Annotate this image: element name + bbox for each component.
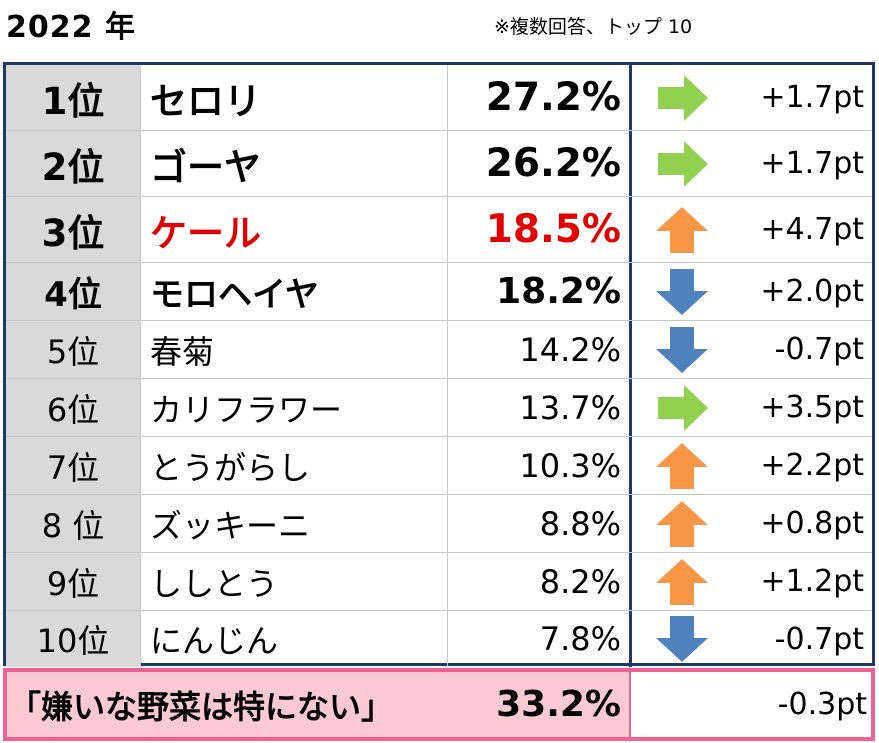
- trend-cell: [632, 321, 732, 378]
- column-divider: [629, 495, 632, 552]
- rank-cell: 5位: [6, 321, 141, 378]
- column-divider: [629, 65, 632, 130]
- rank-cell: 1位: [6, 65, 141, 130]
- down-arrow-icon: [656, 326, 708, 373]
- table-row: 7位 とうがらし 10.3% +2.2pt: [6, 437, 872, 495]
- rank-cell: 10位: [6, 611, 141, 667]
- vegetable-name: ケール: [142, 197, 448, 262]
- table-row: 6位 カリフラワー 13.7% +3.5pt: [6, 379, 872, 437]
- summary-value: 33.2%: [496, 684, 621, 725]
- chart-note: ※複数回答、トップ 10: [494, 16, 693, 38]
- right-arrow-icon: [658, 384, 708, 431]
- vegetable-name: 春菊: [142, 321, 448, 378]
- vegetable-name: カリフラワー: [142, 379, 448, 436]
- trend-cell: [632, 495, 732, 552]
- column-divider: [629, 131, 632, 196]
- column-divider: [629, 611, 632, 667]
- percent-value: 26.2%: [485, 141, 621, 186]
- rank-cell: 9位: [6, 553, 141, 610]
- summary-row: 「嫌いな野菜は特にない」 33.2% -0.3pt: [3, 668, 875, 741]
- change-value: +1.7pt: [760, 146, 864, 181]
- change-value: +2.2pt: [760, 448, 864, 483]
- vegetable-name: とうがらし: [142, 437, 448, 494]
- up-arrow-icon: [656, 442, 708, 489]
- vegetable-name: モロヘイヤ: [142, 263, 448, 320]
- chart-title: 2022 年: [6, 10, 136, 45]
- vegetable-name: にんじん: [142, 611, 448, 667]
- down-arrow-icon: [656, 616, 708, 662]
- vegetable-name: ゴーヤ: [142, 131, 448, 196]
- percent-value: 7.8%: [539, 620, 621, 658]
- percent-value: 13.7%: [519, 388, 621, 427]
- change-value: -0.7pt: [774, 621, 864, 657]
- change-value: -0.7pt: [774, 332, 864, 367]
- percent-value: 18.5%: [485, 207, 621, 252]
- trend-cell: [632, 197, 732, 262]
- column-divider: [629, 379, 632, 436]
- table-row: 5位 春菊 14.2% -0.7pt: [6, 321, 872, 379]
- ranking-table: 1位 セロリ 27.2% +1.7pt 2位 ゴーヤ 26.2% +1.7pt 3位 ケール 18.…: [3, 62, 875, 667]
- percent-value: 8.2%: [539, 562, 621, 601]
- column-divider: [629, 553, 632, 610]
- down-arrow-icon: [656, 268, 708, 315]
- rank-cell: 6位: [6, 379, 141, 436]
- right-arrow-icon: [658, 74, 708, 121]
- percent-value: 18.2%: [496, 271, 621, 312]
- up-arrow-icon: [656, 206, 708, 253]
- column-divider: [629, 263, 632, 320]
- rank-cell: 4位: [6, 263, 141, 320]
- change-value: +3.5pt: [760, 390, 864, 425]
- percent-value: 27.2%: [485, 75, 621, 120]
- trend-cell: [632, 437, 732, 494]
- trend-cell: [632, 263, 732, 320]
- rank-cell: 3位: [6, 197, 141, 262]
- vegetable-name: ズッキーニ: [142, 495, 448, 552]
- trend-cell: [632, 611, 732, 667]
- rank-cell: 7位: [6, 437, 141, 494]
- vegetable-name: ししとう: [142, 553, 448, 610]
- up-arrow-icon: [656, 500, 708, 547]
- table-row: 10位 にんじん 7.8% -0.7pt: [6, 611, 872, 667]
- vegetable-name: セロリ: [142, 65, 448, 130]
- summary-label-cell: 「嫌いな野菜は特にない」 33.2%: [7, 672, 629, 737]
- table-row: 4位 モロヘイヤ 18.2% +2.0pt: [6, 263, 872, 321]
- change-value: +1.2pt: [760, 564, 864, 599]
- column-divider: [629, 197, 632, 262]
- percent-value: 8.8%: [539, 504, 621, 543]
- change-value: +2.0pt: [760, 274, 864, 309]
- column-divider: [629, 437, 632, 494]
- summary-change: -0.3pt: [777, 687, 867, 722]
- trend-cell: [632, 65, 732, 130]
- change-value: +0.8pt: [760, 506, 864, 541]
- percent-value: 14.2%: [519, 330, 621, 369]
- table-row: 8 位ズッキーニ 8.8% +0.8pt: [6, 495, 872, 553]
- summary-label: 「嫌いな野菜は特にない」: [9, 687, 394, 726]
- trend-cell: [632, 379, 732, 436]
- table-row: 9位 ししとう 8.2% +1.2pt: [6, 553, 872, 611]
- trend-cell: [632, 131, 732, 196]
- percent-value: 10.3%: [519, 446, 621, 485]
- change-value: +1.7pt: [760, 80, 864, 115]
- rank-cell: 8 位: [6, 495, 141, 552]
- trend-cell: [632, 553, 732, 610]
- change-value: +4.7pt: [760, 212, 864, 247]
- table-row: 2位 ゴーヤ 26.2% +1.7pt: [6, 131, 872, 197]
- summary-divider: [629, 672, 631, 737]
- table-row: 1位 セロリ 27.2% +1.7pt: [6, 65, 872, 131]
- right-arrow-icon: [658, 140, 708, 187]
- column-divider: [629, 321, 632, 378]
- rank-cell: 2位: [6, 131, 141, 196]
- table-row: 3位 ケール 18.5% +4.7pt: [6, 197, 872, 263]
- up-arrow-icon: [656, 558, 708, 605]
